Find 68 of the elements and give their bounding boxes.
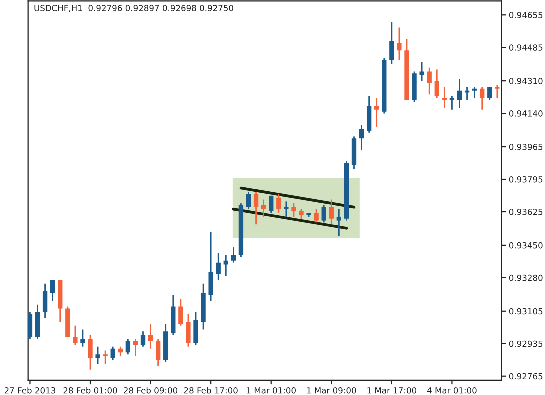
- y-tick-label: 0.93625: [509, 208, 543, 216]
- y-tick-label: 0.92765: [509, 373, 543, 380]
- y-tick-label: 0.93105: [509, 308, 543, 315]
- candlestick: [126, 338, 131, 356]
- candlestick: [488, 86, 492, 102]
- candlestick: [96, 346, 100, 365]
- candlestick: [194, 312, 198, 346]
- y-tick-label: 0.93795: [509, 176, 543, 183]
- candlestick: [88, 334, 93, 371]
- y-tick-label: 0.93280: [509, 274, 543, 282]
- candlestick: [299, 208, 304, 220]
- candlestick: [269, 195, 274, 214]
- candlestick: [208, 232, 214, 302]
- candlestick: [480, 86, 485, 111]
- y-tick-label: 0.94310: [509, 78, 543, 84]
- candlestick: [322, 204, 326, 224]
- candlestick: [261, 199, 266, 218]
- x-tick-label: 1 Mar 17:00: [368, 387, 417, 394]
- x-tick-label: 27 Feb 2013: [4, 387, 56, 394]
- candlestick: [50, 279, 56, 302]
- candlestick: [434, 69, 440, 100]
- candlestick: [472, 86, 478, 100]
- candlestick: [420, 61, 424, 82]
- candlestick: [103, 350, 108, 365]
- candlestick: [148, 323, 154, 350]
- candlestick: [336, 208, 342, 237]
- candlestick: [276, 193, 282, 214]
- x-tick-label: 1 Mar 01:00: [247, 387, 296, 394]
- x-tick-label: 1 Mar 09:00: [307, 387, 356, 394]
- x-tick-label: 28 Feb 09:00: [124, 387, 178, 394]
- candlestick: [246, 191, 252, 210]
- candlestick: [110, 346, 116, 362]
- candlestick: [457, 78, 462, 109]
- y-tick-label: 0.94655: [509, 12, 543, 18]
- x-tick-label: 28 Feb 01:00: [64, 387, 118, 394]
- candlestick: [231, 246, 236, 264]
- candlestick: [80, 329, 86, 348]
- candlestick: [359, 124, 364, 151]
- candlestick: [254, 191, 259, 226]
- y-tick-label: 0.94485: [509, 44, 543, 51]
- candlestick: [314, 208, 319, 224]
- y-tick-label: 0.93965: [509, 144, 543, 150]
- candlestick: [374, 98, 380, 128]
- y-tick-label: 0.92935: [509, 340, 543, 348]
- candlestick: [442, 86, 448, 109]
- x-tick-label: 28 Feb 17:00: [184, 387, 238, 394]
- candlestick: [186, 314, 191, 348]
- candlestick: [73, 325, 78, 346]
- y-tick-label: 0.94140: [509, 110, 543, 117]
- candlestick: [397, 27, 402, 61]
- candlestick: [450, 96, 455, 111]
- candlestick: [28, 312, 33, 340]
- candlestick: [178, 298, 184, 327]
- candlestick: [495, 84, 500, 100]
- candlestick: [42, 283, 48, 319]
- candlestick: [140, 330, 146, 348]
- candlestick: [427, 67, 432, 96]
- chart-title: USDCHF,H1 0.92796 0.92897 0.92698 0.92750: [34, 5, 234, 12]
- y-tick-label: 0.93450: [509, 242, 543, 249]
- candlestick: [390, 21, 394, 65]
- candlestick: [224, 254, 228, 277]
- candlestick: [292, 202, 296, 218]
- x-tick-label: 4 Mar 01:00: [427, 387, 477, 394]
- candlestick: [133, 338, 138, 358]
- candlestick: [329, 199, 334, 226]
- candlestick: [156, 338, 161, 367]
- candlestick: [284, 200, 289, 218]
- candlestick: [216, 252, 221, 281]
